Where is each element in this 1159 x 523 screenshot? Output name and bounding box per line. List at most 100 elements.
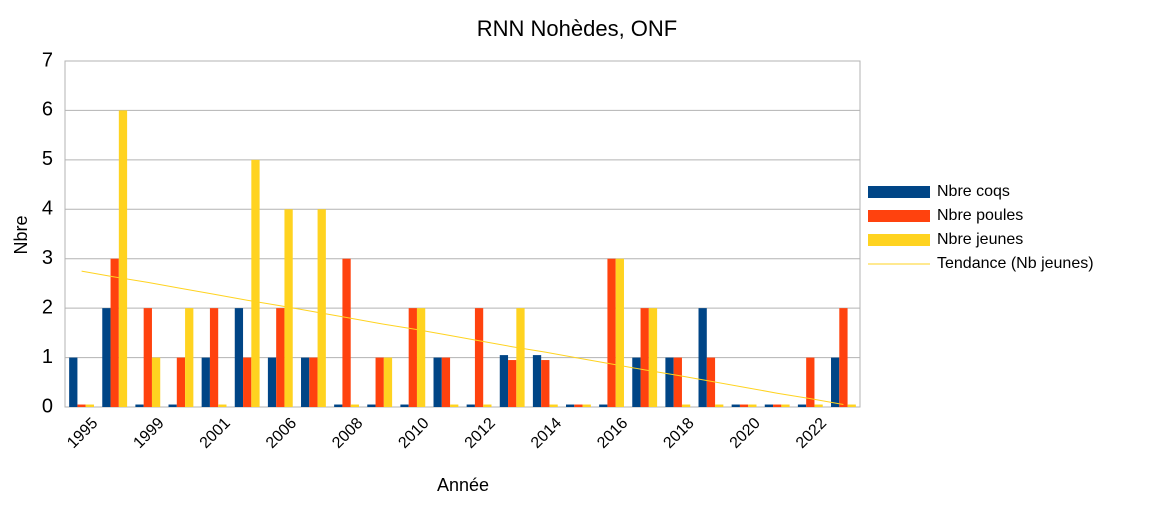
bar xyxy=(673,357,682,407)
bar xyxy=(176,357,186,407)
bar xyxy=(640,308,649,407)
bar xyxy=(549,404,558,407)
bar xyxy=(599,404,608,407)
x-tick-label: 2001 xyxy=(197,415,234,452)
bar xyxy=(483,404,492,407)
bar xyxy=(367,404,376,407)
bar xyxy=(466,404,475,407)
bar xyxy=(110,258,119,407)
bar xyxy=(276,308,285,407)
x-axis-label: Année xyxy=(437,475,489,495)
bar xyxy=(681,404,691,407)
bar xyxy=(731,404,740,407)
bar xyxy=(499,355,509,407)
x-tick-label: 2020 xyxy=(727,415,764,452)
bar xyxy=(267,357,277,407)
bar xyxy=(243,357,252,407)
bar xyxy=(350,404,359,407)
x-tick-label: 2016 xyxy=(594,415,631,452)
bar xyxy=(69,357,78,407)
chart-title: RNN Nohèdes, ONF xyxy=(477,16,678,41)
bar xyxy=(143,308,152,407)
bar xyxy=(831,357,840,407)
bar xyxy=(209,308,219,407)
bar xyxy=(400,404,409,407)
legend-swatch xyxy=(868,210,930,222)
bar xyxy=(665,357,674,407)
plot-frame xyxy=(64,60,861,408)
bar xyxy=(781,404,790,407)
bar xyxy=(383,357,393,407)
bar xyxy=(135,404,144,407)
bar xyxy=(234,308,244,407)
y-tick-label: 1 xyxy=(42,346,53,368)
legend-label: Nbre jeunes xyxy=(937,231,1023,248)
bar xyxy=(607,258,616,407)
bar xyxy=(648,308,658,407)
bar xyxy=(806,357,815,407)
bar xyxy=(284,209,293,407)
bar xyxy=(416,308,426,407)
bar xyxy=(474,308,484,407)
bar xyxy=(706,357,716,407)
y-tick-label: 5 xyxy=(42,148,53,170)
bar xyxy=(773,404,782,407)
bar xyxy=(541,360,550,407)
bar xyxy=(814,404,823,407)
bar xyxy=(615,258,624,407)
legend-swatch xyxy=(868,186,930,198)
bar xyxy=(582,404,591,407)
bar xyxy=(847,404,856,407)
bar xyxy=(632,357,641,407)
bar xyxy=(764,404,774,407)
bar xyxy=(77,404,86,407)
y-tick-label: 7 xyxy=(42,49,53,71)
bar xyxy=(218,404,227,407)
bar xyxy=(450,404,459,407)
bar xyxy=(715,404,724,407)
bar xyxy=(433,357,442,407)
legend-label: Tendance (Nb jeunes) xyxy=(937,255,1094,272)
bar xyxy=(532,355,542,407)
bar xyxy=(748,404,757,407)
bar xyxy=(118,110,128,407)
y-axis-label: Nbre xyxy=(11,215,31,254)
x-tick-label: 2006 xyxy=(263,415,300,452)
bar xyxy=(185,308,194,407)
bar xyxy=(574,404,583,407)
bar xyxy=(309,357,318,407)
bar xyxy=(342,258,351,407)
bar xyxy=(839,308,848,407)
bar xyxy=(102,308,111,407)
bar xyxy=(408,308,417,407)
y-tick-label: 3 xyxy=(42,247,53,269)
legend-label: Nbre poules xyxy=(937,207,1023,224)
y-tick-label: 0 xyxy=(42,395,53,417)
bar xyxy=(151,357,161,407)
bar xyxy=(85,404,94,407)
legend-swatch xyxy=(868,234,930,246)
bar xyxy=(334,404,343,407)
x-tick-label: 1995 xyxy=(64,415,101,452)
y-tick-label: 4 xyxy=(42,198,53,220)
bar xyxy=(566,404,575,407)
bar xyxy=(698,308,707,407)
x-tick-label: 2014 xyxy=(528,415,565,452)
bar xyxy=(201,357,210,407)
bar xyxy=(168,404,177,407)
bar xyxy=(508,360,517,407)
bar xyxy=(739,404,749,407)
x-tick-label: 2018 xyxy=(660,415,697,452)
bar xyxy=(441,357,451,407)
x-tick-label: 2010 xyxy=(395,415,432,452)
bar xyxy=(301,357,310,407)
x-tick-label: 2022 xyxy=(793,415,830,452)
legend-label: Nbre coqs xyxy=(937,183,1010,200)
y-tick-label: 6 xyxy=(42,99,53,121)
bar xyxy=(317,209,326,407)
bar xyxy=(251,159,260,407)
bar xyxy=(797,404,807,407)
bar xyxy=(516,308,525,407)
x-tick-label: 1999 xyxy=(130,415,167,452)
